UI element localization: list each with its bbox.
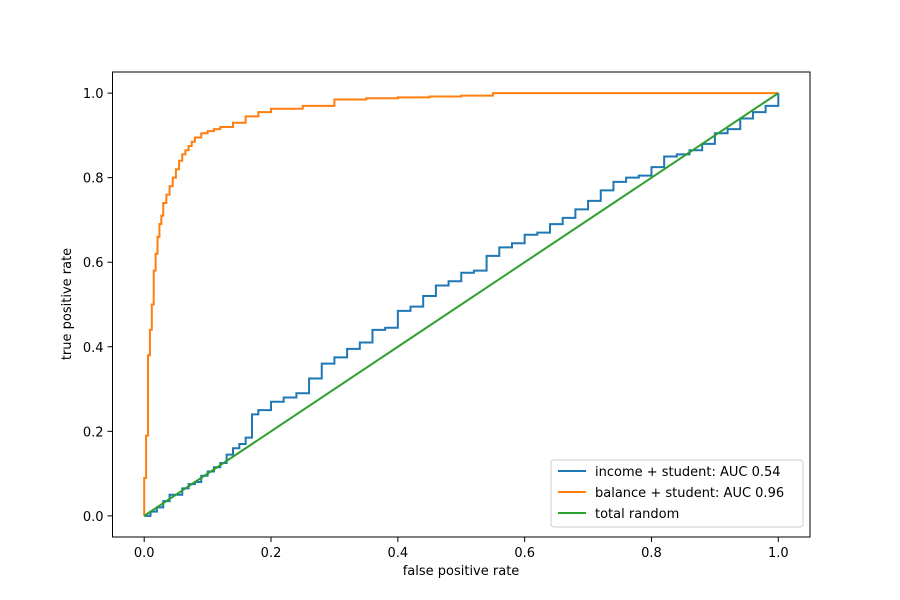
- legend-box: [550, 459, 804, 528]
- y-axis-label: true positive rate: [60, 248, 75, 360]
- y-tick-label: 1.0: [83, 87, 104, 102]
- series-line-2: [143, 92, 779, 516]
- y-tick-label: 0.6: [83, 256, 104, 271]
- x-tick-label: 1.0: [768, 546, 789, 561]
- plot-frame: [112, 71, 811, 538]
- x-tick-label: 0.8: [641, 546, 662, 561]
- x-tick-label: 0.0: [134, 546, 155, 561]
- plot-area: [143, 92, 780, 517]
- x-tick-label: 0.2: [261, 546, 282, 561]
- y-tick-label: 0.4: [83, 341, 104, 356]
- series-line-3: [143, 92, 779, 517]
- legend-label-3: total random: [595, 507, 679, 522]
- x-axis: 0.0 0.2 0.4 0.6 0.8 1.0: [134, 537, 789, 561]
- legend: income + student: AUC 0.54 balance + stud…: [550, 459, 804, 528]
- y-tick-label: 0.0: [83, 510, 104, 525]
- x-tick-label: 0.6: [514, 546, 535, 561]
- legend-label-1: income + student: AUC 0.54: [595, 465, 781, 480]
- y-tick-label: 0.8: [83, 172, 104, 187]
- x-axis-label: false positive rate: [403, 564, 520, 579]
- legend-label-2: balance + student: AUC 0.96: [595, 486, 784, 501]
- y-axis: 0.0 0.2 0.4 0.6 0.8 1.0: [83, 87, 113, 525]
- x-tick-label: 0.4: [387, 546, 408, 561]
- y-tick-label: 0.2: [83, 425, 104, 440]
